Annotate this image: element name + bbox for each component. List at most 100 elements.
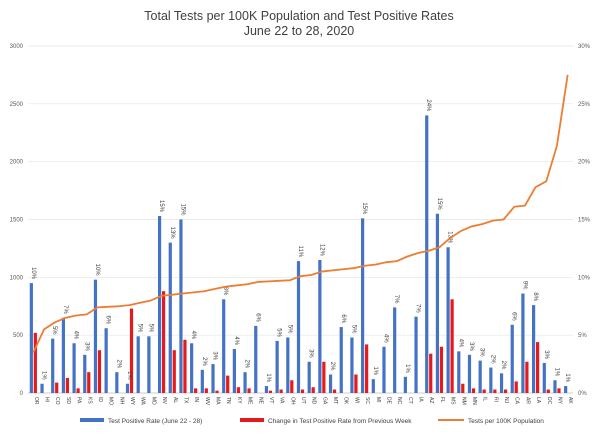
change-rate-bar — [183, 339, 187, 393]
change-rate-bar — [514, 381, 518, 393]
positive-rate-bar — [147, 336, 151, 393]
legend-swatch-positive-rate — [80, 418, 104, 422]
positive-rate-label: 1% — [265, 373, 271, 382]
category-label: KY — [236, 397, 242, 404]
change-rate-bar — [471, 388, 476, 393]
right-tick-label: 30% — [578, 44, 591, 50]
positive-rate-label: 2% — [329, 362, 335, 371]
positive-rate-bar — [318, 259, 322, 393]
category-label: WV — [204, 397, 210, 406]
positive-rate-label: 15% — [158, 200, 164, 213]
positive-rate-label: 4% — [233, 336, 239, 345]
positive-rate-bar — [510, 324, 514, 393]
positive-rate-label: 7% — [393, 295, 399, 304]
bars — [29, 115, 568, 394]
change-rate-bar — [429, 353, 433, 393]
chart-title: Total Tests per 100K Population and Test… — [144, 9, 453, 23]
positive-rate-bar — [328, 374, 333, 393]
category-label: NH — [118, 397, 124, 405]
positive-rate-label: 11% — [297, 246, 303, 258]
category-label: NV — [161, 397, 167, 405]
category-label: OH — [289, 397, 295, 405]
category-label: AK — [567, 397, 573, 404]
legend-label-positive-rate: Test Positive Rate (June 22 - 28) — [108, 418, 202, 425]
positive-rate-label: 9% — [521, 281, 527, 290]
change-rate-bar — [236, 387, 240, 393]
positive-rate-bar — [286, 337, 290, 393]
positive-rate-label: 2% — [500, 361, 506, 370]
positive-rate-label: 2% — [115, 360, 121, 369]
change-rate-bar — [546, 389, 550, 393]
change-rate-bar — [172, 350, 176, 393]
positive-rate-bar — [457, 351, 461, 393]
gridlines — [28, 45, 573, 394]
category-label: IN — [193, 397, 199, 402]
positive-rate-label: 5% — [350, 325, 356, 334]
category-label: UT — [300, 397, 306, 404]
positive-rate-bar — [29, 283, 33, 393]
positive-rate-label: 1% — [553, 368, 559, 377]
positive-rate-bar — [350, 337, 354, 393]
positive-rate-bar — [564, 386, 568, 393]
category-label: CT — [407, 397, 413, 404]
positive-rate-bar — [51, 338, 55, 393]
change-rate-bar — [226, 375, 230, 393]
right-tick-label: 5% — [578, 333, 587, 339]
change-rate-bar — [87, 372, 91, 393]
category-label: CA — [514, 397, 520, 405]
legend-label-tests: Tests per 100K Population — [468, 418, 544, 425]
category-label: MD — [150, 397, 156, 405]
category-label: NM — [460, 397, 466, 405]
positive-rate-bar — [157, 216, 162, 393]
change-rate-bar — [311, 387, 315, 393]
positive-rate-label: 3% — [212, 351, 218, 360]
positive-rate-bar — [467, 354, 472, 393]
tests-line — [32, 74, 569, 353]
positive-rate-label: 12% — [318, 244, 324, 257]
positive-rate-label: 7% — [415, 304, 421, 313]
positive-rate-bar — [72, 343, 76, 393]
change-rate-bar — [290, 380, 294, 393]
category-label: NY — [556, 397, 562, 405]
positive-rate-bar — [115, 372, 119, 393]
positive-rate-bar — [243, 372, 247, 393]
right-tick-label: 10% — [578, 275, 591, 281]
positive-rate-bar — [414, 316, 418, 393]
category-label: ID — [97, 397, 103, 402]
change-rate-bar — [365, 344, 369, 393]
positive-rate-bar — [542, 362, 546, 393]
left-tick-label: 0 — [20, 391, 24, 397]
category-label: MO — [108, 397, 114, 405]
positive-rate-bar — [83, 354, 87, 393]
positive-rate-label: 1% — [564, 373, 570, 382]
category-label: ND — [311, 397, 317, 405]
positive-rate-bar — [531, 305, 536, 393]
positive-rate-label: 6% — [511, 312, 517, 321]
category-label: LA — [535, 397, 541, 404]
change-rate-bar — [482, 389, 486, 393]
positive-rate-bar — [61, 317, 66, 393]
category-label: DC — [546, 397, 552, 405]
positive-rate-bar — [40, 383, 44, 393]
positive-rate-bar — [521, 293, 525, 393]
positive-rate-bar — [361, 218, 365, 393]
positive-rate-bar — [222, 299, 226, 393]
positive-rate-bar — [339, 327, 343, 393]
category-label: GA — [321, 397, 327, 405]
category-label: VA — [279, 397, 285, 404]
left-tick-label: 2000 — [10, 160, 24, 166]
positive-rate-bar — [254, 325, 258, 393]
left-tick-label: 1000 — [10, 275, 24, 281]
category-label: WI — [353, 397, 359, 403]
positive-rate-bar — [200, 369, 204, 393]
positive-rate-bar — [478, 360, 482, 393]
right-tick-label: 15% — [578, 218, 591, 224]
right-tick-label: 20% — [578, 160, 591, 166]
positive-rate-bar — [499, 373, 504, 393]
category-label: IA — [418, 397, 424, 402]
positive-rate-label: 5% — [286, 325, 292, 334]
positive-rate-bar — [168, 242, 172, 393]
positive-rate-bar — [179, 219, 183, 393]
category-label: VT — [268, 397, 274, 403]
